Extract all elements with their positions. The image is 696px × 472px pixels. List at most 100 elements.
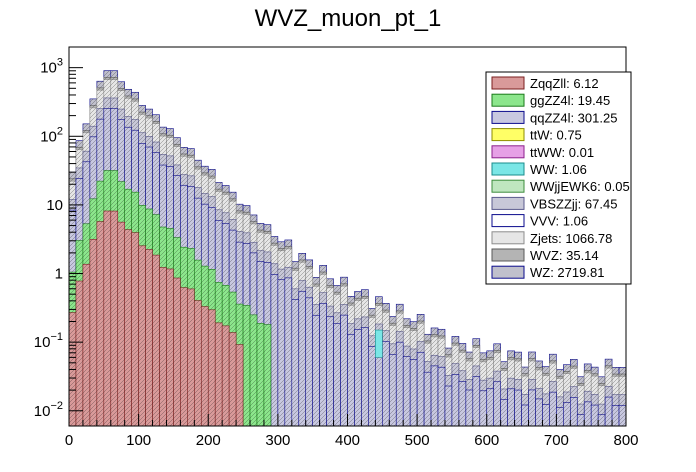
bar-hatch [479, 390, 487, 426]
bar-hatch [605, 397, 613, 426]
bar-hatch [284, 277, 292, 426]
x-tick-label: 100 [126, 432, 151, 449]
bar-hatch [110, 211, 118, 426]
bar-hatch [472, 376, 480, 426]
bar-hatch [389, 354, 397, 426]
x-tick-label: 400 [335, 432, 360, 449]
legend-label-zjets: Zjets: 1066.78 [530, 231, 612, 246]
legend-label-vvv: VVV: 1.06 [530, 214, 588, 229]
bar-hatch [577, 414, 585, 426]
bar-hatch [180, 287, 188, 426]
bar-hatch [458, 381, 466, 426]
bar-hatch [117, 222, 125, 426]
x-tick-label: 600 [474, 432, 499, 449]
bar-hatch [438, 367, 445, 426]
bar-hatch [514, 390, 522, 426]
bar-hatch [243, 305, 251, 426]
x-tick-label: 800 [613, 432, 638, 449]
bar-hatch [305, 297, 313, 426]
bar-hatch [486, 388, 494, 426]
bar-hatch [556, 407, 564, 426]
y-tick-label: 10−1 [34, 331, 63, 351]
y-axis: 10−2 10−1 1 10 102 103 [34, 46, 83, 420]
bar-hatch [103, 211, 111, 426]
legend-label-zqqzll: ZqqZll: 6.12 [530, 76, 599, 91]
bar-hatch [340, 315, 348, 426]
bar-hatch [89, 239, 97, 426]
x-tick-label: 700 [544, 432, 569, 449]
bar-hatch [396, 342, 404, 426]
bar-hatch [145, 249, 153, 426]
bar-hatch [96, 221, 104, 426]
bar-hatch [250, 314, 257, 426]
bar-hatch [521, 404, 529, 426]
bar-hatch [612, 405, 620, 426]
bar-hatch [542, 404, 550, 426]
bar-hatch [368, 346, 376, 426]
bar-hatch [194, 300, 202, 426]
bar-hatch [208, 309, 216, 426]
bar-ww-440 [375, 329, 383, 358]
bar-hatch [431, 365, 439, 426]
x-tick-label: 500 [405, 432, 430, 449]
x-axis: 0 100 200 300 400 500 600 700 800 [65, 414, 639, 449]
bar-hatch [410, 359, 418, 426]
legend-swatch-ggzz4l [491, 93, 525, 107]
bar-hatch [82, 264, 90, 426]
bar-hatch [291, 299, 299, 426]
bar-hatch [424, 372, 432, 426]
bar-hatch [270, 274, 278, 426]
bar-hatch [229, 332, 237, 426]
bar-hatch [298, 291, 306, 426]
legend-label-ttww: ttWW: 0.01 [530, 145, 594, 160]
bar-hatch [312, 315, 320, 426]
bar-hatch [591, 405, 599, 426]
bar-hatch [417, 352, 425, 426]
bar-hatch [277, 279, 285, 426]
bar-hatch [493, 381, 501, 426]
legend-swatch-wwjjewk6 [491, 179, 525, 193]
legend-swatch-qqzz4l [491, 110, 525, 124]
bar-hatch [138, 245, 146, 426]
bar-hatch [215, 322, 223, 426]
legend-label-wvz: WVZ: 35.14 [530, 248, 599, 263]
bar-hatch [159, 267, 167, 426]
bar-hatch [152, 255, 160, 426]
legend-label-qqzz4l: qqZZ4l: 301.25 [530, 110, 617, 125]
y-tick-label: 10 [46, 197, 63, 214]
bar-hatch [375, 334, 383, 426]
bar-hatch [347, 334, 355, 426]
y-tick-label: 1 [55, 266, 63, 283]
legend-swatch-ww [491, 162, 525, 176]
legend-swatch-vbszzjj [491, 196, 525, 210]
bar-hatch [598, 414, 606, 426]
legend-label-wwjjewk6: WWjjEWK6: 0.05 [530, 179, 630, 194]
x-tick-label: 200 [196, 432, 221, 449]
legend-label-ggzz4l: ggZZ4l: 19.45 [530, 93, 610, 108]
bar-hatch [570, 397, 578, 426]
bar-hatch [124, 229, 132, 426]
bar-hatch [619, 405, 626, 426]
legend-swatch-wz [491, 265, 525, 279]
bar-hatch [465, 389, 473, 426]
x-tick-label: 0 [65, 432, 73, 449]
bar-hatch [444, 386, 452, 426]
bar-hatch [403, 356, 411, 426]
bar-hatch [166, 268, 174, 426]
plot-area [69, 70, 626, 426]
bar-hatch [326, 316, 334, 426]
legend-label-ww: WW: 1.06 [530, 162, 587, 177]
legend-swatch-zjets [491, 231, 525, 245]
bar-hatch [361, 327, 369, 426]
bar-hatch [256, 323, 264, 426]
bar-hatch [201, 306, 209, 426]
legend: ZqqZll: 6.12 ggZZ4l: 19.45 qqZZ4l: 301.25 t… [485, 71, 632, 285]
legend-swatch-zqqzll [491, 76, 525, 90]
legend-label-wz: WZ: 2719.81 [530, 265, 604, 280]
bar-hatch [319, 303, 327, 426]
bar-hatch [187, 288, 195, 426]
legend-swatch-vvv [491, 214, 525, 228]
bar-hatch [528, 389, 536, 426]
bar-hatch [333, 323, 341, 426]
